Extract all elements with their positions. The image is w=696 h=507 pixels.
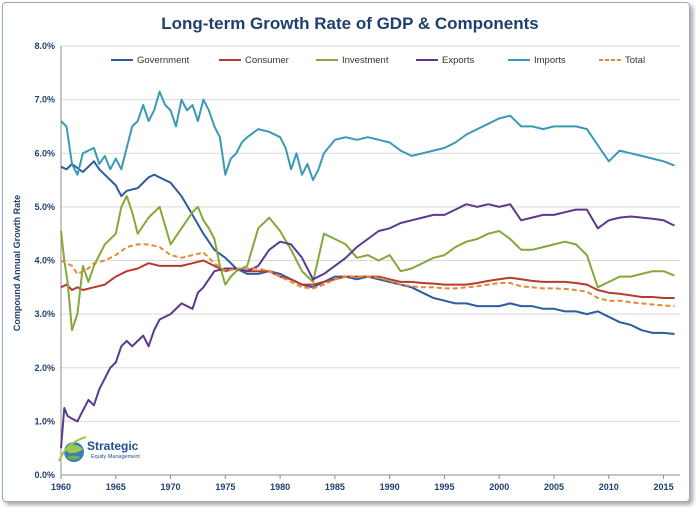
y-tick-label: 3.0% — [34, 309, 55, 319]
series-lines — [60, 90, 675, 449]
logo-name: Strategic — [87, 439, 139, 453]
chart-frame: Long-term Growth Rate of GDP & Component… — [2, 2, 690, 502]
legend-label-exports: Exports — [442, 55, 474, 66]
legend-label-total: Total — [625, 55, 645, 66]
x-axis-ticks: 1960 1965 1970 1975 1980 1985 1990 1995 2000 2005… — [51, 475, 674, 492]
x-tick-label: 1975 — [215, 482, 235, 492]
y-tick-label: 8.0% — [34, 41, 55, 51]
x-tick-label: 2005 — [544, 482, 564, 492]
x-tick-label: 2010 — [599, 482, 619, 492]
logo-tagline: Equity Management — [91, 454, 140, 460]
y-axis-ticks: 0.0% 1.0% 2.0% 3.0% 4.0% 5.0% 6.0% 7.0% 8.0% — [34, 41, 55, 480]
series-line-total — [60, 243, 675, 308]
x-tick-label: 1980 — [270, 482, 290, 492]
legend-label-imports: Imports — [534, 55, 566, 66]
y-tick-label: 6.0% — [34, 148, 55, 158]
line-chart: Long-term Growth Rate of GDP & Component… — [12, 14, 680, 492]
legend-label-consumer: Consumer — [245, 55, 289, 66]
series-line-investment — [60, 195, 675, 332]
legend: Government Consumer Investment Exports Impor… — [111, 55, 645, 66]
legend-label-government: Government — [137, 55, 190, 66]
x-tick-label: 1960 — [51, 482, 71, 492]
globe-icon — [57, 435, 87, 462]
series-line-exports — [60, 203, 675, 449]
series-line-imports — [60, 90, 675, 182]
x-tick-label: 1995 — [434, 482, 454, 492]
y-tick-label: 0.0% — [34, 470, 55, 480]
y-tick-label: 7.0% — [34, 95, 55, 105]
company-logo: Strategic Equity Management — [57, 435, 140, 462]
x-tick-label: 2015 — [654, 482, 674, 492]
x-tick-label: 2000 — [489, 482, 509, 492]
series-line-consumer — [60, 259, 675, 299]
chart-title: Long-term Growth Rate of GDP & Component… — [161, 14, 538, 33]
y-tick-label: 1.0% — [34, 416, 55, 426]
legend-label-investment: Investment — [342, 55, 389, 66]
gridlines — [60, 45, 680, 476]
y-tick-label: 4.0% — [34, 256, 55, 266]
x-tick-label: 1965 — [106, 482, 126, 492]
y-tick-label: 5.0% — [34, 202, 55, 212]
y-axis-label: Compound Annual Growth Rate — [12, 195, 22, 331]
x-tick-label: 1970 — [161, 482, 181, 492]
x-tick-label: 1985 — [325, 482, 345, 492]
x-tick-label: 1990 — [380, 482, 400, 492]
y-tick-label: 2.0% — [34, 363, 55, 373]
series-line-government — [60, 160, 675, 335]
